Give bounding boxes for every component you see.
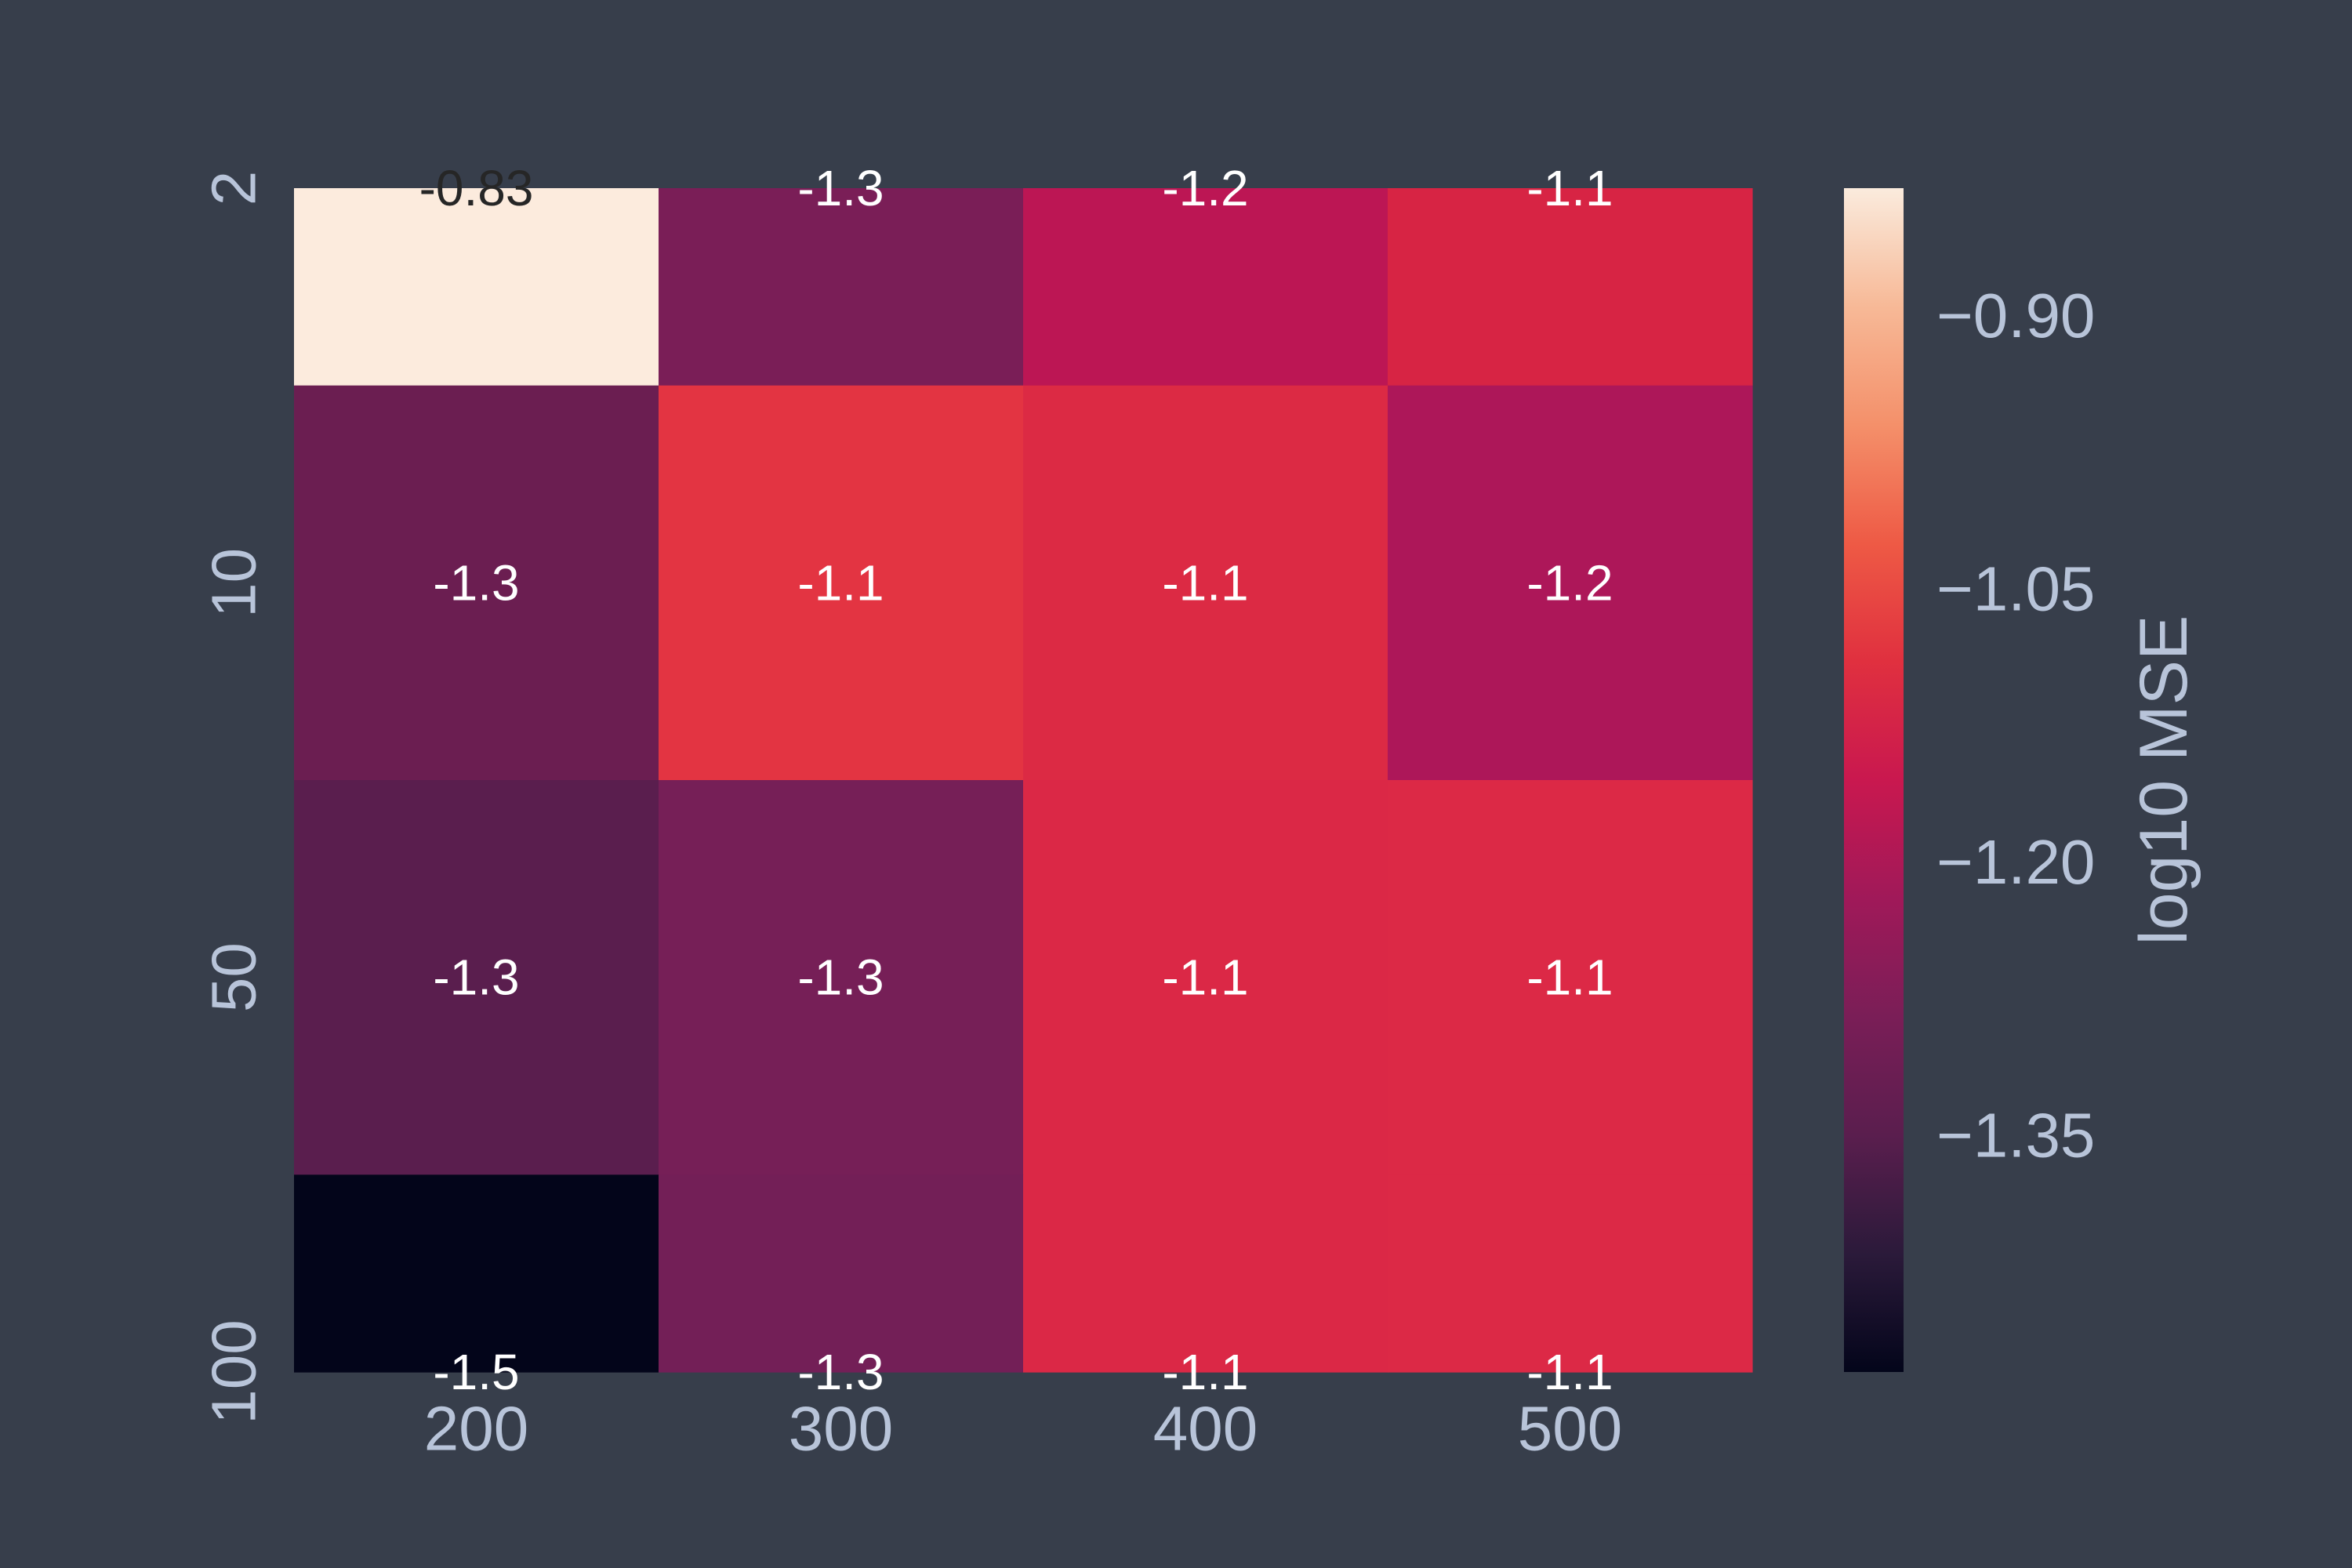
- y-tick-label: 10: [199, 548, 269, 618]
- heatmap-cell-label: -1.3: [797, 949, 884, 1006]
- heatmap-cell-label: -1.3: [797, 160, 884, 216]
- heatmap-cell: [294, 780, 659, 1175]
- y-axis-ticks: 2 10 50 100: [199, 171, 269, 1425]
- heatmap-cell-label: -1.1: [1162, 554, 1248, 611]
- heatmap-cell-label: -1.3: [433, 554, 519, 611]
- colorbar-tick-label: −1.20: [1936, 827, 2095, 897]
- y-tick-label: 2: [199, 171, 269, 206]
- heatmap-cell: [659, 385, 1024, 781]
- heatmap-cell: [1023, 1174, 1388, 1373]
- colorbar: −0.90 −1.05 −1.20 −1.35 log10 MSE: [1844, 188, 2201, 1372]
- x-tick-label: 400: [1153, 1394, 1258, 1464]
- heatmap-cell-label: -1.1: [797, 554, 884, 611]
- colorbar-tick-label: −1.05: [1936, 554, 2095, 624]
- heatmap-cell: [1023, 780, 1388, 1175]
- heatmap-cell: [1388, 1174, 1753, 1373]
- colorbar-label: log10 MSE: [2126, 615, 2201, 946]
- x-tick-label: 300: [789, 1394, 893, 1464]
- colorbar-tick-label: −1.35: [1936, 1101, 2095, 1171]
- heatmap-cell-label: -0.83: [419, 160, 534, 216]
- heatmap-cell-label: -1.3: [433, 949, 519, 1006]
- heatmap-cell: [659, 780, 1024, 1175]
- heatmap-cell-label: -1.1: [1526, 1344, 1613, 1400]
- heatmap-cell-label: -1.2: [1526, 554, 1613, 611]
- heatmap-cell-label: -1.1: [1162, 949, 1248, 1006]
- heatmap-cell: [1388, 188, 1753, 387]
- x-axis-ticks: 200 300 400 500: [424, 1394, 1622, 1464]
- heatmap-cell-label: -1.1: [1162, 1344, 1248, 1400]
- y-tick-label: 100: [199, 1319, 269, 1424]
- heatmap-cell-label: -1.1: [1526, 949, 1613, 1006]
- x-tick-label: 200: [424, 1394, 528, 1464]
- x-tick-label: 500: [1518, 1394, 1622, 1464]
- heatmap-cells: [294, 188, 1753, 1373]
- heatmap-cell: [1023, 385, 1388, 781]
- colorbar-gradient: [1844, 188, 1904, 1372]
- heatmap-cell-label: -1.5: [433, 1344, 519, 1400]
- heatmap-cell: [1388, 385, 1753, 781]
- heatmap-cell: [1023, 188, 1388, 387]
- heatmap-cell-label: -1.2: [1162, 160, 1248, 216]
- heatmap-cell: [294, 385, 659, 781]
- heatmap-cell: [294, 188, 659, 387]
- heatmap-cell: [659, 188, 1024, 387]
- heatmap-cell: [294, 1174, 659, 1373]
- y-tick-label: 50: [199, 942, 269, 1012]
- heatmap-cell-label: -1.1: [1526, 160, 1613, 216]
- heatmap-cell: [659, 1174, 1024, 1373]
- heatmap-cell-labels: -0.83 -1.3 -1.2 -1.1 -1.3 -1.1 -1.1 -1.2 -1.3 -1.…: [419, 160, 1613, 1400]
- heatmap-cell-label: -1.3: [797, 1344, 884, 1400]
- heatmap-cell: [1388, 780, 1753, 1175]
- colorbar-tick-label: −0.90: [1936, 281, 2095, 350]
